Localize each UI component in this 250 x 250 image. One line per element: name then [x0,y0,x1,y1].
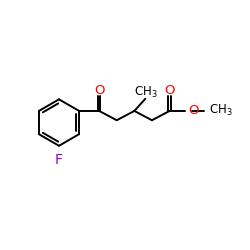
Text: O: O [188,104,199,118]
Text: O: O [94,84,104,97]
Text: O: O [164,84,175,97]
Text: CH$_3$: CH$_3$ [134,85,158,100]
Text: CH$_3$: CH$_3$ [209,104,233,118]
Text: F: F [55,153,63,167]
